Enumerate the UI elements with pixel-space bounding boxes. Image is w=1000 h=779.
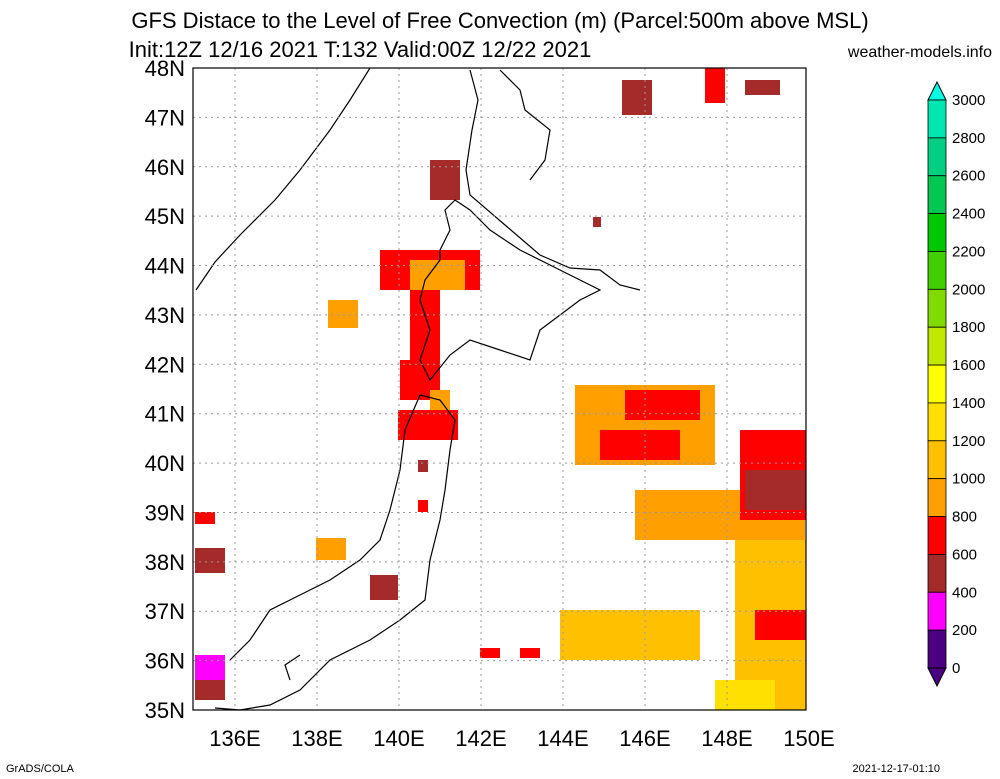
field-cell — [745, 80, 780, 95]
colorbar-label: 800 — [952, 509, 977, 526]
site-label: weather-models.info — [847, 44, 992, 61]
lat-label: 48N — [145, 56, 185, 81]
lat-label: 39N — [145, 500, 185, 525]
field-cell — [328, 300, 358, 328]
map-frame — [192, 67, 807, 711]
field-cell — [398, 410, 458, 440]
field-cell — [410, 260, 465, 290]
lon-label: 142E — [455, 726, 506, 751]
lat-label: 43N — [145, 303, 185, 328]
colorbar-label: 200 — [952, 622, 977, 639]
lat-label: 45N — [145, 204, 185, 229]
colorbar-segment — [927, 554, 947, 593]
colorbar-segment — [927, 364, 947, 404]
map-subtitle: Init:12Z 12/16 2021 T:132 Valid:00Z 12/2… — [128, 37, 592, 62]
lat-label: 46N — [145, 155, 185, 180]
coastline — [195, 67, 641, 711]
field-cell — [195, 548, 225, 573]
colorbar-label: 3000 — [952, 92, 985, 109]
colorbar-segment — [927, 137, 947, 177]
lon-label: 140E — [373, 726, 424, 751]
colorbar-top-arrow — [927, 80, 947, 101]
field-cell — [520, 648, 540, 658]
colorbar-label: 2200 — [952, 243, 985, 260]
colorbar-segment — [927, 326, 947, 366]
colorbar-segment — [927, 629, 947, 669]
lat-label: 36N — [145, 649, 185, 674]
lat-label: 47N — [145, 105, 185, 130]
colorbar-label: 1200 — [952, 433, 985, 450]
map-title: GFS Distace to the Level of Free Convect… — [131, 8, 869, 33]
colorbar-label: 2800 — [952, 130, 985, 147]
colorbar-label: 1800 — [952, 319, 985, 336]
colorbar-segment — [927, 478, 947, 517]
colorbar-segment — [927, 440, 947, 480]
field-fills — [195, 68, 806, 710]
field-cell — [715, 680, 775, 710]
footer-timestamp: 2021-12-17-01:10 — [852, 763, 940, 775]
field-cell — [418, 460, 428, 472]
field-cell — [625, 390, 700, 420]
field-cell — [560, 610, 700, 660]
colorbar-label: 600 — [952, 546, 977, 563]
lon-label: 148E — [701, 726, 752, 751]
colorbar-segment — [927, 591, 947, 631]
colorbar-label: 2600 — [952, 168, 985, 185]
colorbar-label: 2000 — [952, 281, 985, 298]
field-cell — [755, 610, 806, 640]
longitude-labels: 136E 138E 140E 142E 144E 146E 148E 150E — [209, 726, 834, 751]
footer-credit: GrADS/COLA — [6, 763, 74, 775]
colorbar: 3000280026002400220020001800160014001200… — [927, 80, 985, 688]
lon-label: 144E — [537, 726, 588, 751]
lat-label: 44N — [145, 254, 185, 279]
colorbar-segment — [927, 288, 947, 328]
colorbar-segment — [927, 402, 947, 442]
grid-lines — [193, 68, 806, 710]
colorbar-segment — [927, 99, 947, 139]
latitude-labels: 48N 47N 46N 45N 44N 43N 42N 41N 40N 39N 38N 37N 36N 3… — [145, 56, 185, 723]
field-cell — [622, 80, 652, 115]
lon-label: 136E — [209, 726, 260, 751]
field-cell — [316, 538, 346, 560]
field-cell — [195, 680, 225, 700]
field-cell — [600, 430, 680, 460]
colorbar-label: 1000 — [952, 471, 985, 488]
colorbar-label: 1600 — [952, 357, 985, 374]
lat-label: 41N — [145, 402, 185, 427]
colorbar-segment — [927, 175, 947, 215]
colorbar-label: 400 — [952, 584, 977, 601]
colorbar-segment — [927, 516, 947, 555]
colorbar-segment — [927, 251, 947, 290]
field-cell — [370, 575, 398, 600]
field-cell — [418, 500, 428, 512]
lat-label: 40N — [145, 451, 185, 476]
lon-label: 138E — [291, 726, 342, 751]
lat-label: 35N — [145, 698, 185, 723]
colorbar-bottom-arrow — [927, 667, 947, 688]
colorbar-label: 1400 — [952, 395, 985, 412]
lon-label: 146E — [619, 726, 670, 751]
field-cell — [705, 68, 725, 103]
lat-label: 42N — [145, 352, 185, 377]
colorbar-label: 2400 — [952, 206, 985, 223]
field-cell — [480, 648, 500, 658]
lon-label: 150E — [783, 726, 834, 751]
field-cell — [195, 512, 215, 524]
field-cell — [430, 160, 460, 200]
field-cell — [593, 217, 601, 227]
field-cell — [410, 290, 440, 370]
lat-label: 37N — [145, 599, 185, 624]
lat-label: 38N — [145, 550, 185, 575]
field-cell — [745, 470, 805, 510]
colorbar-segment — [927, 213, 947, 252]
colorbar-label: 0 — [952, 660, 960, 677]
